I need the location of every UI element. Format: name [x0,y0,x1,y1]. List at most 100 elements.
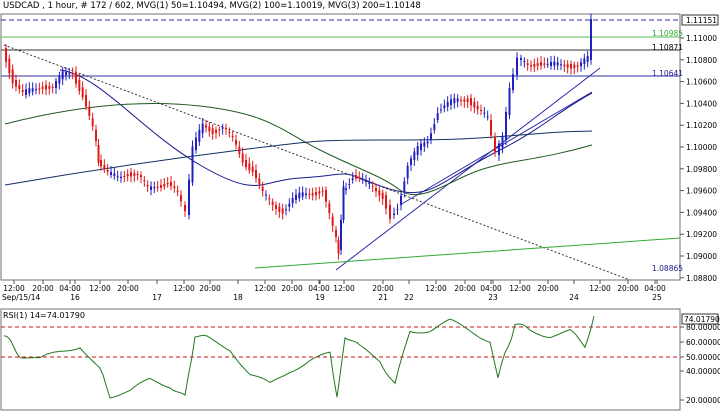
ma100-line[interactable] [4,102,593,196]
ma200-line[interactable] [4,130,593,186]
candle-body [586,56,589,62]
rsi-axis-label: 40.00000 [686,367,720,376]
candle-body [450,99,452,105]
candle-body [396,208,399,210]
candle-body [311,193,314,196]
candle-body [490,120,492,136]
candle-body [238,146,241,154]
candle-body [188,179,190,215]
candle-body [476,106,479,110]
candle-body [146,185,149,187]
candle-body [48,86,51,89]
time-label: 20:00 [537,284,559,293]
candle-body [446,101,449,107]
candle-body [166,183,169,185]
candle-body [176,190,179,192]
candle-body [228,132,231,133]
price-label: 1.10600 [686,78,717,87]
candle-body [38,88,41,90]
candle-body [570,64,572,69]
candle-body [470,98,472,106]
price-label: 1.10400 [686,99,717,108]
time-label: 12:00 [173,284,195,293]
candle-body [580,62,582,66]
candle-body [153,187,156,189]
candle-body [8,58,11,74]
candle-body [355,175,357,179]
candle-body [291,197,294,204]
candle-body [420,143,422,150]
candle-body [400,195,402,205]
rsi-axis-label: 20.00000 [686,396,720,405]
candle-body [530,65,532,67]
candle-body [365,180,367,182]
candle-body [31,88,34,92]
candle-body [251,166,254,173]
candle-body [21,90,24,92]
time-label: 20:00 [281,284,303,293]
candle-body [403,181,406,192]
time-label: 12:00 [509,284,531,293]
candle-body [285,209,287,211]
candle-body [348,183,351,185]
candle-body [28,88,31,94]
price-label: 1.09400 [686,208,717,217]
time-label: 20:00 [454,284,476,293]
candle-body [116,176,119,178]
candle-body [211,128,214,134]
candle-body [466,98,469,102]
candle-body [505,112,507,140]
chart-title: USDCAD , 1 hour, # 172 / 602, MVG(1) 50=… [3,1,421,11]
time-label: 04:00 [644,284,666,293]
time-start-label: Sep/15/14 [2,293,41,302]
time-label: 16 [70,293,80,302]
rsi-axis: 80.00000 60.00000 50.00000 40.00000 20.00000… [680,313,720,405]
trendline-down-dotted[interactable] [3,44,631,281]
candle-body [113,173,116,176]
candle-body [526,63,529,66]
time-label: 19 [315,293,325,302]
trendline-up[interactable] [335,67,601,271]
candle-body [486,116,489,118]
candle-body [393,213,395,215]
candle-body [305,193,307,195]
time-label: 12:00 [333,284,355,293]
candle-body [163,184,166,187]
candle-body [278,206,281,213]
time-label: 17 [152,293,162,302]
candle-body [184,205,186,212]
candle-body [88,106,91,116]
candle-body [423,142,426,147]
candle-body [97,145,100,163]
trendline-green-long[interactable] [254,237,681,269]
candle-body [241,153,244,163]
candle-body [550,61,552,66]
ma50-line[interactable] [59,69,593,194]
candle-body [440,109,442,111]
candle-body [150,186,152,190]
candle-body [443,105,446,109]
candle-body [563,64,566,67]
candle-body [133,173,136,176]
candle-body [308,194,311,195]
candle-body [337,240,340,254]
candle-body [480,110,482,111]
candle-body [456,98,459,102]
candle-body [95,130,97,142]
candlesticks[interactable] [5,13,592,260]
candle-body [258,178,261,185]
candle-body [221,127,224,129]
candle-body [81,87,84,98]
time-label: 12:00 [425,284,447,293]
candle-body [453,98,456,104]
price-label: 1.09000 [686,252,717,261]
candle-body [460,100,462,101]
candle-body [325,190,327,202]
time-label: 20:00 [617,284,639,293]
price-tag: 1.10641 [652,69,683,78]
candle-body [288,203,291,207]
rsi-line[interactable] [3,315,595,399]
candle-body [255,170,257,179]
candle-body [208,126,211,132]
